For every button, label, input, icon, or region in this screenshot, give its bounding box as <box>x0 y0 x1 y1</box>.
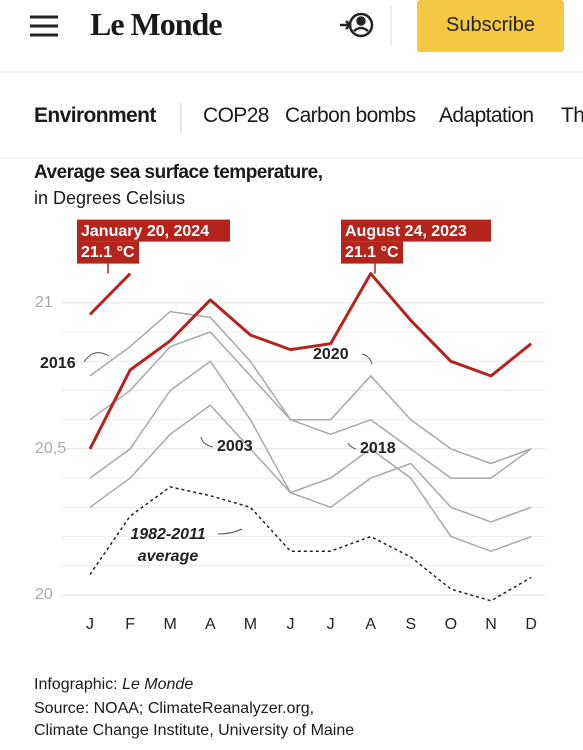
credit-prefix: Infographic: <box>34 676 118 693</box>
chart-subtitle: in Degrees Celsius <box>34 188 186 208</box>
account-icon[interactable] <box>340 12 374 38</box>
chart: 20 20,5 21 J F M A M J J A S O N D January 20, 2024 21.1… <box>0 0 583 633</box>
callout-value: 21.1 °C <box>345 244 399 261</box>
leader <box>83 352 110 363</box>
nav-item[interactable]: Adaptation <box>439 104 534 127</box>
credit: Infographic: Le Monde <box>34 676 193 694</box>
series-label: 2020 <box>313 346 349 363</box>
leader <box>347 442 357 450</box>
x-tick-label: J <box>287 616 295 633</box>
callout-box <box>77 219 230 242</box>
y-tick-label: 21 <box>35 294 53 311</box>
callout-date: August 24, 2023 <box>345 223 467 240</box>
nav-item[interactable]: COP28 <box>203 104 269 127</box>
leader <box>217 528 243 535</box>
series-label: 2003 <box>217 438 253 455</box>
x-tick-label: A <box>365 616 376 633</box>
x-tick-label: S <box>405 616 416 633</box>
leader <box>200 436 214 448</box>
series-line <box>89 331 532 465</box>
series-line <box>88 272 533 450</box>
subscribe-label[interactable]: Subscribe <box>446 14 535 36</box>
callout-box <box>341 241 403 264</box>
y-tick-label: 20 <box>35 586 53 603</box>
source: Source: NOAA; ClimateReanalyzer.org, <box>34 700 315 717</box>
logo[interactable]: Le Monde <box>90 6 223 42</box>
leader <box>361 353 373 365</box>
series-line <box>89 360 532 523</box>
source: Climate Change Institute, University of … <box>34 722 355 739</box>
callout-box <box>341 219 491 242</box>
y-tick-label: 20,5 <box>35 440 66 457</box>
x-tick-label: M <box>164 616 177 633</box>
series-label: 2016 <box>40 355 76 372</box>
x-tick-label: D <box>525 616 537 633</box>
x-tick-label: O <box>445 616 457 633</box>
x-tick-label: J <box>86 616 94 633</box>
callout-box <box>77 241 139 264</box>
nav-item[interactable]: Carbon bombs <box>285 104 416 127</box>
series-label: 2018 <box>360 440 396 457</box>
series-line <box>88 272 132 316</box>
subscribe-button[interactable] <box>417 0 564 52</box>
x-tick-label: F <box>125 616 135 633</box>
x-tick-label: N <box>485 616 497 633</box>
callout-date: January 20, 2024 <box>81 223 209 240</box>
series-line <box>89 310 532 479</box>
x-tick-label: A <box>205 616 216 633</box>
series-line <box>89 486 532 602</box>
credit-name: Le Monde <box>122 676 194 693</box>
callout-value: 21.1 °C <box>81 244 135 261</box>
x-tick-label: J <box>327 616 335 633</box>
nav-item[interactable]: Th <box>561 104 583 127</box>
series-line <box>89 404 532 552</box>
menu-icon[interactable] <box>30 15 58 37</box>
nav-item[interactable]: Environment <box>34 104 156 127</box>
chart-title: Average sea surface temperature, <box>34 162 323 183</box>
x-tick-label: M <box>244 616 257 633</box>
series-label: 1982-2011 average <box>130 526 206 565</box>
